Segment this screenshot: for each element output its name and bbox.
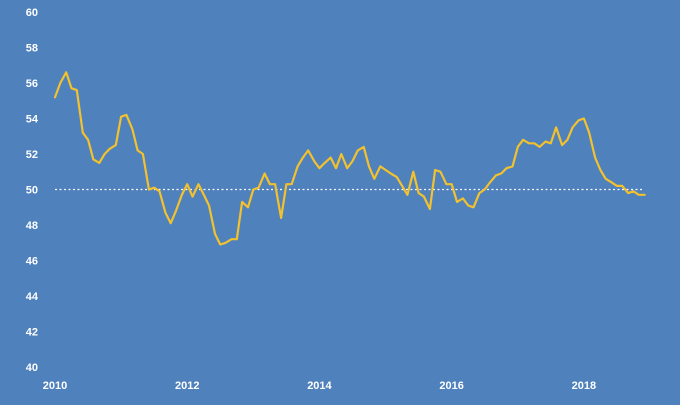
y-tick-label-40: 40 bbox=[26, 362, 38, 374]
series-line-0 bbox=[53, 71, 646, 246]
x-tick-label-2010: 2010 bbox=[43, 380, 67, 392]
y-axis-ticks: 60 58 56 54 52 50 48 46 44 42 40 bbox=[26, 7, 39, 374]
y-tick-label-58: 58 bbox=[26, 43, 38, 55]
y-tick-label-50: 50 bbox=[26, 185, 38, 197]
y-tick-label-54: 54 bbox=[26, 114, 39, 126]
x-tick-label-2016: 2016 bbox=[439, 380, 463, 392]
x-axis-ticks: 2010 2012 2014 2016 2018 bbox=[43, 380, 596, 392]
y-tick-label-48: 48 bbox=[26, 220, 38, 232]
y-tick-label-46: 46 bbox=[26, 256, 38, 268]
x-tick-label-2012: 2012 bbox=[175, 380, 199, 392]
y-tick-label-60: 60 bbox=[26, 7, 38, 19]
y-tick-label-52: 52 bbox=[26, 149, 38, 161]
y-tick-label-44: 44 bbox=[26, 291, 39, 303]
y-tick-label-56: 56 bbox=[26, 78, 38, 90]
x-tick-label-2018: 2018 bbox=[572, 380, 596, 392]
series-group bbox=[53, 71, 646, 246]
x-tick-label-2014: 2014 bbox=[307, 380, 332, 392]
y-tick-label-42: 42 bbox=[26, 327, 38, 339]
